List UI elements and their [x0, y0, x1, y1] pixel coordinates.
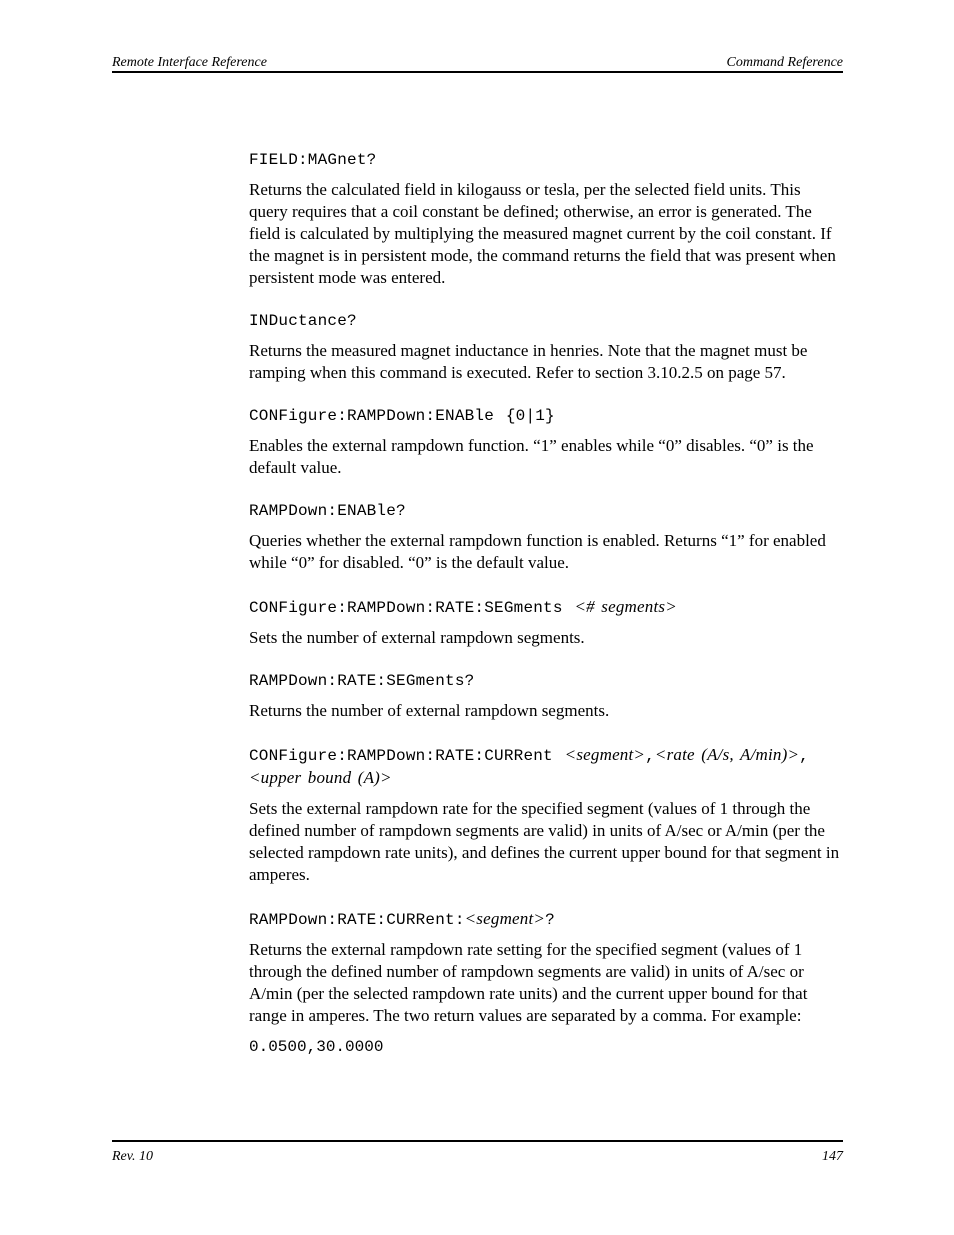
cmd-6-prefix: CONFigure:RAMPDown:RATE:CURRent — [249, 747, 565, 765]
description-3: Queries whether the external rampdown fu… — [249, 530, 841, 574]
footer-rule — [112, 1140, 843, 1142]
page-header: Remote Interface Reference Command Refer… — [112, 55, 843, 73]
example-7: 0.0500,30.0000 — [249, 1037, 841, 1058]
command-5: RAMPDown:RATE:SEGments? — [249, 671, 841, 692]
cmd-4-prefix: CONFigure:RAMPDown:RATE:SEGments — [249, 599, 574, 617]
command-3: RAMPDown:ENABle? — [249, 501, 841, 522]
header-left: Remote Interface Reference — [112, 55, 267, 71]
cmd-6-param2: <rate (A/s, A/min)> — [655, 745, 799, 764]
command-2: CONFigure:RAMPDown:ENABle {0|1} — [249, 406, 841, 427]
cmd-6-param1: <segment> — [565, 745, 645, 764]
command-1: INDuctance? — [249, 311, 841, 332]
footer-left: Rev. 10 — [112, 1149, 153, 1165]
description-4: Sets the number of external rampdown seg… — [249, 627, 841, 649]
command-4: CONFigure:RAMPDown:RATE:SEGments <# segm… — [249, 596, 841, 619]
cmd-4-param1: <# segments> — [574, 597, 676, 616]
description-7: Returns the external rampdown rate setti… — [249, 939, 841, 1027]
cmd-6-param3: <upper bound (A)> — [249, 768, 392, 787]
command-6: CONFigure:RAMPDown:RATE:CURRent <segment… — [249, 744, 841, 790]
description-6: Sets the external rampdown rate for the … — [249, 798, 841, 886]
header-rule — [112, 71, 843, 73]
cmd-7-prefix: RAMPDown:RATE:CURRent: — [249, 911, 465, 929]
description-2: Enables the external rampdown function. … — [249, 435, 841, 479]
cmd-7-param1: <segment> — [465, 909, 545, 928]
description-0: Returns the calculated field in kilogaus… — [249, 179, 841, 289]
header-right: Command Reference — [727, 55, 844, 71]
description-1: Returns the measured magnet inductance i… — [249, 340, 841, 384]
cmd-6-sep2: , — [799, 747, 809, 765]
page: Remote Interface Reference Command Refer… — [0, 0, 954, 1235]
content-column: FIELD:MAGnet? Returns the calculated fie… — [249, 150, 841, 1058]
footer-right: 147 — [822, 1149, 843, 1165]
cmd-6-sep1: , — [645, 747, 655, 765]
command-7: RAMPDown:RATE:CURRent:<segment>? — [249, 908, 841, 931]
cmd-7-suffix: ? — [545, 911, 555, 929]
command-0: FIELD:MAGnet? — [249, 150, 841, 171]
description-5: Returns the number of external rampdown … — [249, 700, 841, 722]
